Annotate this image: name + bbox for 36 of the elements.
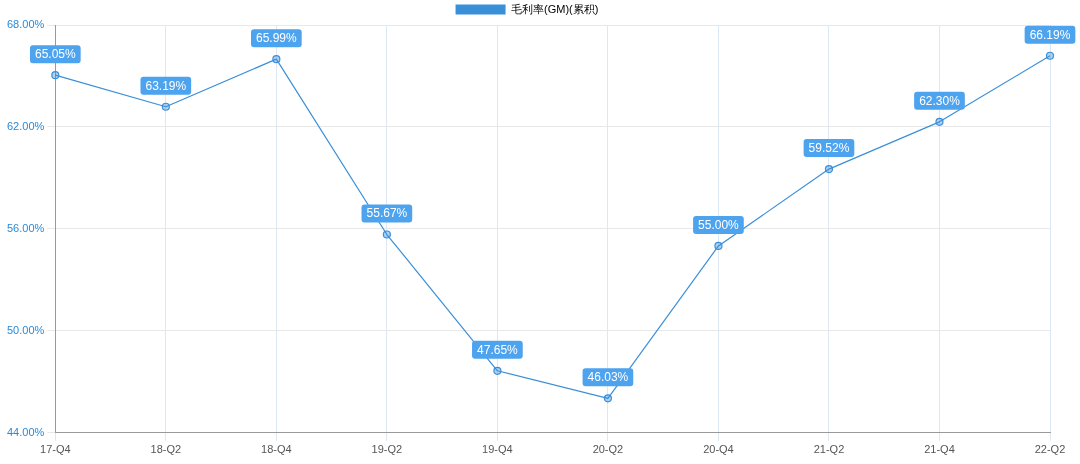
x-tick-label: 20-Q4	[703, 443, 734, 456]
y-tick-label: 44.00%	[7, 425, 45, 438]
data-label: 63.19%	[145, 78, 187, 93]
point	[382, 230, 391, 239]
y-tick-label: 50.00%	[7, 323, 45, 336]
data-label: 55.00%	[698, 217, 740, 232]
x-tick-label: 20-Q2	[592, 443, 624, 456]
point	[714, 241, 723, 250]
data-label: 47.65%	[477, 342, 519, 357]
data-label: 59.52%	[808, 140, 850, 155]
x-tick-label: 21-Q2	[813, 443, 845, 456]
point	[603, 394, 613, 403]
x-tick-label: 18-Q4	[261, 443, 292, 456]
point	[51, 71, 60, 80]
y-tick-label: 68.00%	[7, 18, 45, 31]
data-label: 46.03%	[587, 370, 629, 385]
data-label: 55.67%	[366, 206, 408, 221]
data-label: 65.05%	[34, 46, 76, 61]
data-label: 62.30%	[919, 93, 961, 108]
point	[161, 102, 170, 111]
point	[935, 117, 944, 126]
point	[493, 366, 502, 375]
y-tick-label: 62.00%	[7, 119, 45, 132]
data-label: 66.19%	[1029, 27, 1071, 42]
x-tick-label: 18-Q2	[150, 443, 182, 456]
data-label: 65.99%	[256, 30, 298, 45]
x-tick-label: 19-Q4	[482, 443, 513, 456]
x-tick-label: 21-Q4	[924, 443, 955, 456]
x-tick-label: 19-Q2	[371, 443, 403, 456]
legend-label: 毛利率(GM)(累积)	[511, 2, 599, 15]
point	[272, 55, 281, 64]
point	[1045, 51, 1055, 60]
x-tick-label: 17-Q4	[40, 443, 71, 456]
y-tick-label: 56.00%	[7, 221, 45, 234]
point	[824, 164, 834, 174]
x-tick-label: 22-Q2	[1034, 443, 1066, 456]
